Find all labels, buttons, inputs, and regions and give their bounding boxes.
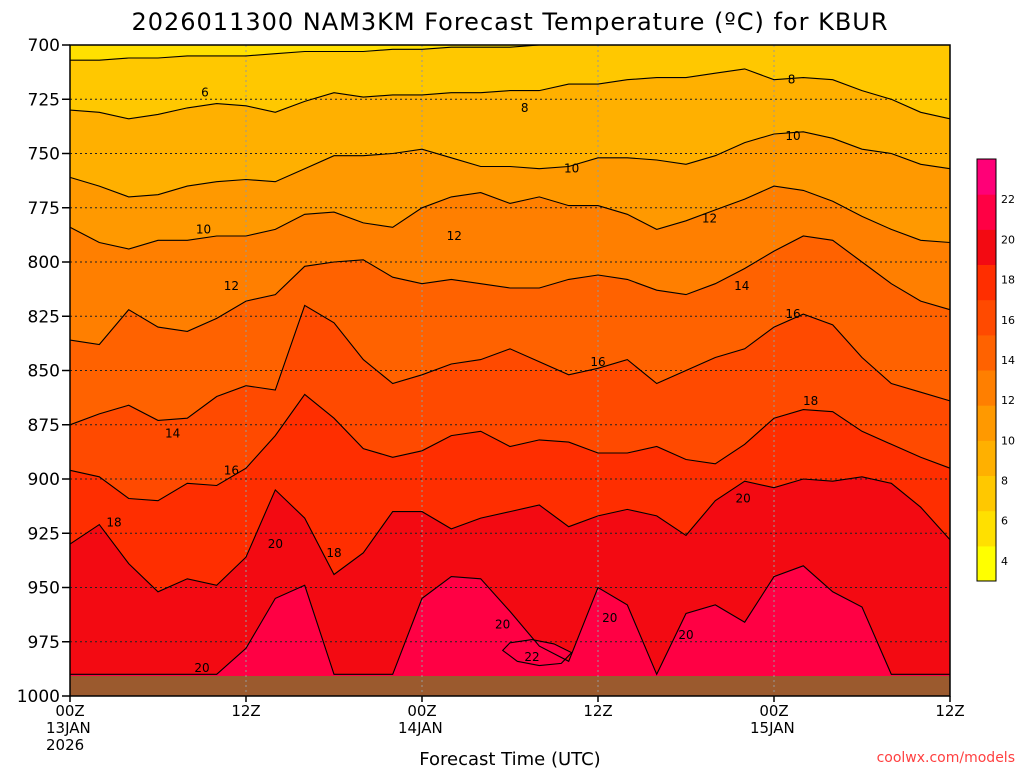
colorbar-tick-label: 8 [1001,475,1008,488]
colorbar-tick-label: 6 [1001,515,1008,528]
colorbar-swatch [977,194,996,230]
isotherm-label: 8 [521,101,529,115]
x-tick-label: 14JAN [398,719,443,737]
colorbar-swatch [977,229,996,265]
y-tick-label: 1000 [17,687,60,707]
isotherm-label: 16 [590,355,605,369]
ground-surface [70,676,950,696]
grid-lines [70,45,950,696]
colorbar-tick-label: 18 [1001,274,1015,287]
colorbar-tick-label: 12 [1001,394,1015,407]
colorbar-swatch [977,545,996,582]
colorbar-swatch [977,334,996,371]
isotherm-label: 12 [447,229,462,243]
colorbar-swatch [977,510,996,547]
x-tick-label: 13JAN [46,719,91,737]
isotherm-label: 20 [678,628,693,642]
y-tick-label: 850 [28,362,60,382]
y-tick-label: 925 [28,524,60,544]
isotherm-labels: 6 8 8 10 10 10 12 12 12 14 14 16 16 16 18 18 18 20 20 20 20 2… [106,73,818,675]
y-tick-label: 825 [28,307,60,327]
colorbar-swatch [977,405,996,441]
isotherm-16 [69,304,951,426]
x-tick-label: 15JAN [750,719,795,737]
y-tick-label: 975 [28,633,60,653]
colorbar-swatch [977,440,996,476]
colorbar-tick-label: 10 [1001,434,1015,447]
x-axis-label: Forecast Time (UTC) [419,749,600,768]
colorbar-swatch [977,264,996,301]
isotherm-label: 18 [106,515,121,529]
isotherm-label: 14 [734,279,749,293]
band-above-22 [70,565,950,696]
y-tick-label: 750 [28,145,60,165]
y-tick-label: 800 [28,253,60,273]
isotherm-label: 10 [196,222,211,236]
colorbar-tick-label: 4 [1001,555,1008,568]
isotherm-20 [69,476,951,593]
y-axis: 700 725 750 775 800 825 850 875 900 925 950 975 1000 [17,36,70,707]
colorbar-tick-label: 22 [1001,193,1015,206]
chart-title: 2026011300 NAM3KM Forecast Temperature (… [131,8,888,36]
colorbar-swatch [977,475,996,512]
y-tick-label: 725 [28,90,60,110]
y-tick-label: 775 [28,199,60,219]
colorbar-swatch [977,370,996,406]
isotherm-warm-pocket [501,639,573,667]
colorbar-tick-label: 14 [1001,354,1015,367]
x-tick-label: 12Z [935,702,964,720]
isotherm-label: 20 [268,537,283,551]
x-tick-label: 2026 [46,736,84,754]
y-tick-label: 900 [28,470,60,490]
isotherm-label: 12 [702,212,717,226]
isotherm-8 [69,68,951,120]
colorbar: 4 6 8 10 12 14 16 18 20 22 [976,158,1015,582]
colorbar-tick-label: 16 [1001,314,1015,327]
x-tick-label: 00Z [55,702,84,720]
isotherm-label: 20 [602,611,617,625]
isotherm-label: 20 [495,617,510,631]
x-tick-label: 00Z [759,702,788,720]
x-tick-label: 12Z [583,702,612,720]
isotherm-label: 16 [224,463,239,477]
isotherm-label: 10 [564,162,579,176]
colorbar-tick-label: 20 [1001,233,1015,246]
isotherm-22 [70,565,950,676]
x-tick-label: 12Z [231,702,260,720]
isotherm-label: 22 [524,650,539,664]
y-tick-label: 950 [28,579,60,599]
isotherm-18 [69,393,951,502]
isotherm-label: 8 [788,73,796,87]
isotherm-10 [69,131,951,198]
isotherm-12 [69,185,951,250]
y-tick-label: 875 [28,416,60,436]
band-warm-pocket [502,639,572,666]
isotherm-label: 10 [785,129,800,143]
isotherm-label: 18 [803,394,818,408]
isotherm-label: 12 [224,279,239,293]
isotherm-label: 18 [326,546,341,560]
y-tick-label: 700 [28,36,60,56]
isotherm-label: 6 [201,86,209,100]
colorbar-frame [976,158,997,582]
isotherm-label: 20 [736,492,751,506]
credit-text: coolwx.com/models [877,750,1015,766]
isotherm-label: 20 [194,661,209,675]
colorbar-swatch [977,299,996,336]
isotherm-label: 14 [165,426,180,440]
x-tick-label: 00Z [407,702,436,720]
isotherm-14 [69,235,951,346]
colorbar-swatch [977,159,996,195]
isotherm-label: 16 [785,307,800,321]
